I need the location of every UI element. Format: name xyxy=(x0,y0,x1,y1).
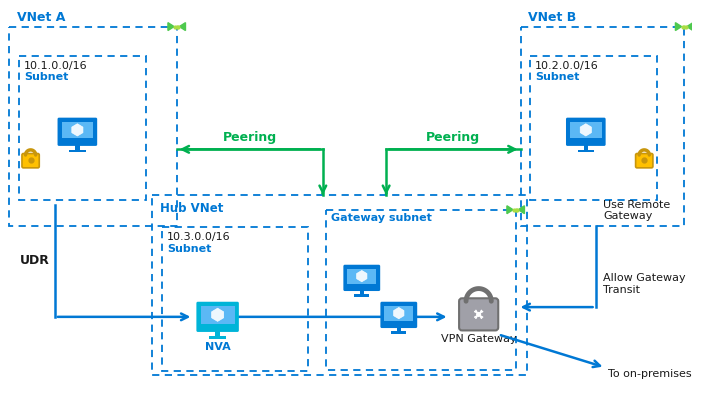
Text: 10.1.0.0/16: 10.1.0.0/16 xyxy=(24,61,87,71)
FancyBboxPatch shape xyxy=(196,302,239,332)
Bar xyxy=(62,121,93,138)
Text: Use Remote
Gateway: Use Remote Gateway xyxy=(603,200,671,222)
Polygon shape xyxy=(687,23,693,31)
Polygon shape xyxy=(507,206,513,214)
FancyBboxPatch shape xyxy=(635,154,653,168)
Polygon shape xyxy=(580,124,591,136)
Bar xyxy=(570,121,602,138)
Bar xyxy=(325,210,515,370)
Text: VNet A: VNet A xyxy=(17,11,65,24)
Polygon shape xyxy=(168,23,174,31)
Polygon shape xyxy=(357,270,367,282)
FancyBboxPatch shape xyxy=(22,154,39,168)
FancyBboxPatch shape xyxy=(459,298,498,330)
Polygon shape xyxy=(518,206,525,214)
Polygon shape xyxy=(393,308,404,319)
FancyBboxPatch shape xyxy=(57,118,97,146)
Text: Subnet: Subnet xyxy=(24,72,68,82)
Bar xyxy=(391,331,406,333)
Text: VPN Gateway: VPN Gateway xyxy=(441,334,516,344)
Text: Subnet: Subnet xyxy=(167,244,211,254)
Bar xyxy=(19,56,145,200)
Text: Gateway subnet: Gateway subnet xyxy=(330,213,432,223)
Bar xyxy=(152,195,527,375)
Bar xyxy=(584,143,588,150)
Bar xyxy=(578,150,594,152)
Polygon shape xyxy=(72,124,83,136)
Polygon shape xyxy=(179,23,186,31)
Text: VNet B: VNet B xyxy=(528,11,576,24)
Bar xyxy=(384,306,413,321)
Text: NVA: NVA xyxy=(205,342,230,352)
Text: Peering: Peering xyxy=(426,131,481,145)
Bar xyxy=(201,306,235,324)
Bar xyxy=(69,150,86,152)
Text: To on-premises: To on-premises xyxy=(608,370,692,380)
Text: 10.3.0.0/16: 10.3.0.0/16 xyxy=(167,232,230,242)
FancyBboxPatch shape xyxy=(343,265,380,291)
Bar xyxy=(215,330,220,337)
Polygon shape xyxy=(676,23,681,31)
Polygon shape xyxy=(211,308,223,322)
Bar xyxy=(530,56,657,200)
Text: 10.2.0.0/16: 10.2.0.0/16 xyxy=(535,61,599,71)
Bar xyxy=(347,268,376,284)
Text: Subnet: Subnet xyxy=(535,72,579,82)
Bar xyxy=(354,294,369,297)
FancyBboxPatch shape xyxy=(566,118,605,146)
Text: Allow Gateway
Transit: Allow Gateway Transit xyxy=(603,273,686,295)
Bar xyxy=(520,27,684,226)
Bar xyxy=(397,326,401,332)
Text: Hub VNet: Hub VNet xyxy=(160,202,223,215)
Text: UDR: UDR xyxy=(21,254,50,267)
Bar xyxy=(75,143,79,150)
Text: Peering: Peering xyxy=(223,131,277,145)
Bar xyxy=(359,289,364,295)
FancyBboxPatch shape xyxy=(381,302,417,328)
Bar xyxy=(9,27,177,226)
Bar xyxy=(162,227,308,371)
Bar xyxy=(208,336,226,339)
